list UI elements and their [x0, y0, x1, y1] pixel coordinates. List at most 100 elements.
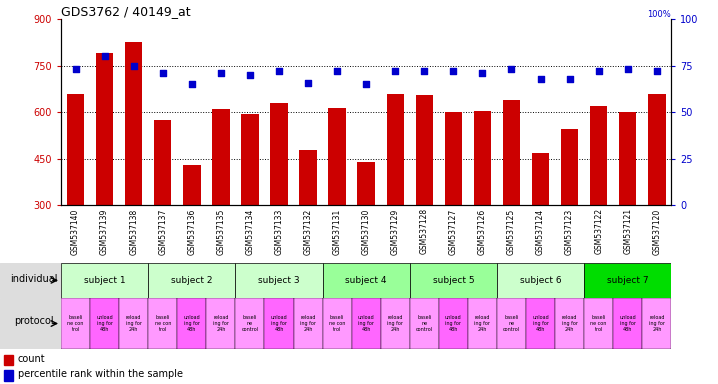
Bar [439, 298, 468, 349]
Text: GSM537120: GSM537120 [652, 208, 661, 255]
Bar [497, 263, 584, 298]
Point [244, 72, 256, 78]
Text: percentile rank within the sample: percentile rank within the sample [18, 369, 183, 379]
Text: GSM537129: GSM537129 [391, 208, 400, 255]
Text: unload
ing for
48h: unload ing for 48h [532, 315, 549, 332]
Bar [236, 298, 264, 349]
Text: GSM537128: GSM537128 [420, 208, 429, 255]
Text: GSM537131: GSM537131 [332, 208, 342, 255]
Text: subject 1: subject 1 [84, 276, 126, 285]
Point [302, 79, 314, 86]
Bar [381, 298, 410, 349]
Point [186, 81, 197, 88]
Text: subject 3: subject 3 [258, 276, 300, 285]
Text: baseli
ne
control: baseli ne control [241, 315, 258, 332]
Text: GSM537135: GSM537135 [216, 208, 225, 255]
Point [447, 68, 459, 74]
Bar [497, 298, 526, 349]
Text: individual: individual [10, 273, 57, 284]
Bar [183, 165, 200, 205]
Text: GSM537138: GSM537138 [129, 208, 138, 255]
Point [651, 68, 663, 74]
Bar [90, 298, 119, 349]
Text: unload
ing for
48h: unload ing for 48h [358, 315, 375, 332]
Text: baseli
ne con
trol: baseli ne con trol [154, 315, 171, 332]
Bar [561, 129, 578, 205]
Text: subject 4: subject 4 [345, 276, 387, 285]
Text: reload
ing for
24h: reload ing for 24h [213, 315, 229, 332]
Text: reload
ing for
24h: reload ing for 24h [561, 315, 577, 332]
Bar [584, 298, 613, 349]
Bar [532, 153, 549, 205]
Bar [125, 43, 142, 205]
Text: reload
ing for
24h: reload ing for 24h [649, 315, 665, 332]
Bar [299, 150, 317, 205]
Text: reload
ing for
24h: reload ing for 24h [387, 315, 404, 332]
Text: reload
ing for
24h: reload ing for 24h [300, 315, 316, 332]
Text: reload
ing for
24h: reload ing for 24h [475, 315, 490, 332]
Point [332, 68, 343, 74]
Bar [119, 298, 148, 349]
Bar [358, 162, 375, 205]
Bar [264, 298, 294, 349]
Bar [444, 112, 462, 205]
Text: 100%: 100% [648, 10, 671, 19]
Text: GSM537133: GSM537133 [274, 208, 284, 255]
Text: subject 7: subject 7 [607, 276, 648, 285]
Text: GSM537125: GSM537125 [507, 208, 516, 255]
Bar [590, 106, 607, 205]
Point [70, 66, 81, 73]
Bar [61, 298, 90, 349]
Bar [526, 298, 555, 349]
Bar [555, 298, 584, 349]
Bar [410, 298, 439, 349]
Bar [474, 111, 491, 205]
Text: subject 6: subject 6 [520, 276, 561, 285]
Text: unload
ing for
48h: unload ing for 48h [96, 315, 113, 332]
Point [622, 66, 633, 73]
Bar [96, 53, 113, 205]
Point [477, 70, 488, 76]
Bar [148, 263, 236, 298]
Bar [613, 298, 643, 349]
Text: GSM537123: GSM537123 [565, 208, 574, 255]
Point [157, 70, 169, 76]
Bar [236, 263, 322, 298]
Bar [4, 355, 12, 365]
Bar [61, 263, 148, 298]
Text: GSM537130: GSM537130 [362, 208, 370, 255]
Point [360, 81, 372, 88]
Text: unload
ing for
48h: unload ing for 48h [271, 315, 287, 332]
Bar [212, 109, 230, 205]
Text: GSM537139: GSM537139 [100, 208, 109, 255]
Bar [503, 100, 521, 205]
Text: baseli
ne
control: baseli ne control [416, 315, 433, 332]
Point [99, 53, 111, 60]
Bar [270, 103, 288, 205]
Text: GDS3762 / 40149_at: GDS3762 / 40149_at [61, 5, 191, 18]
Text: GSM537132: GSM537132 [304, 208, 312, 255]
Text: GSM537122: GSM537122 [595, 208, 603, 255]
Point [274, 68, 285, 74]
Text: GSM537134: GSM537134 [246, 208, 254, 255]
Text: baseli
ne con
trol: baseli ne con trol [329, 315, 345, 332]
Text: subject 5: subject 5 [432, 276, 474, 285]
Bar [643, 298, 671, 349]
Bar [410, 263, 497, 298]
Bar [154, 120, 172, 205]
Text: unload
ing for
48h: unload ing for 48h [445, 315, 462, 332]
Point [564, 76, 575, 82]
Bar [416, 95, 433, 205]
Bar [177, 298, 206, 349]
Text: GSM537140: GSM537140 [71, 208, 80, 255]
Text: baseli
ne
control: baseli ne control [503, 315, 520, 332]
Point [535, 76, 546, 82]
Bar [206, 298, 236, 349]
Text: unload
ing for
48h: unload ing for 48h [183, 315, 200, 332]
Text: count: count [18, 354, 45, 364]
Point [128, 63, 139, 69]
Text: unload
ing for
48h: unload ing for 48h [620, 315, 636, 332]
Text: reload
ing for
24h: reload ing for 24h [126, 315, 141, 332]
Point [505, 66, 517, 73]
Text: GSM537124: GSM537124 [536, 208, 545, 255]
